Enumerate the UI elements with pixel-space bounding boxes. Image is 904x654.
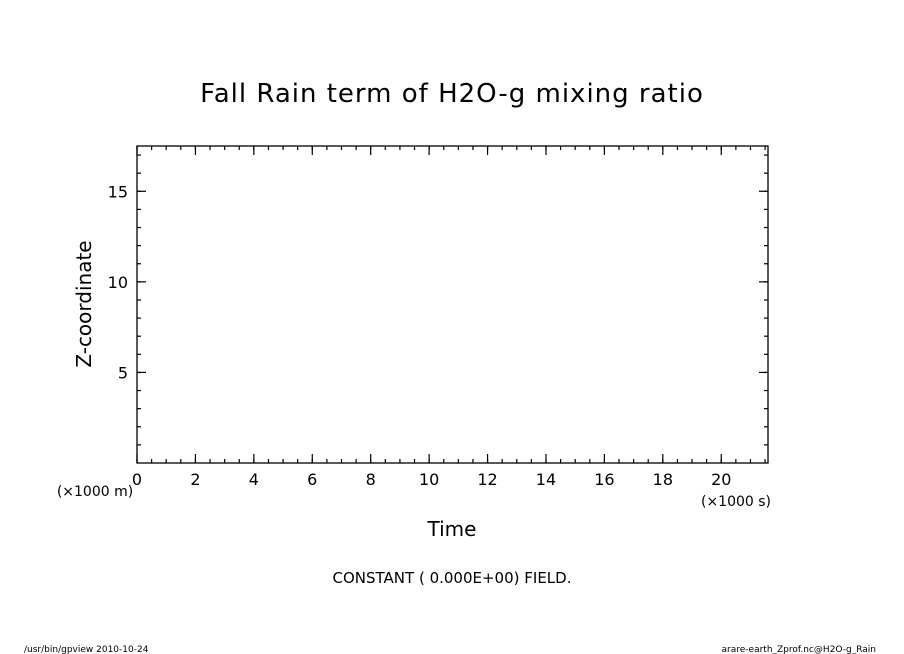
x-tick-labels: 0 2 4 6 8 10 12 14 16 18 20: [132, 470, 732, 489]
x-tick-label: 20: [711, 470, 731, 489]
constant-field-annotation: CONSTANT ( 0.000E+00) FIELD.: [333, 569, 572, 587]
footer-left: /usr/bin/gpview 2010-10-24: [24, 645, 149, 654]
y-tick-label: 10: [108, 273, 128, 292]
plot-frame: [136, 145, 769, 464]
x-axis-label: Time: [427, 517, 477, 541]
x-tick-label: 14: [536, 470, 556, 489]
y-axis-label: Z-coordinate: [72, 240, 96, 367]
x-tick-label: 4: [249, 470, 259, 489]
y-tick-label: 15: [108, 182, 128, 201]
axis-ticks: [136, 146, 768, 463]
y-tick-label: 5: [118, 363, 128, 382]
x-tick-label: 16: [594, 470, 614, 489]
y-axis-unit: (×1000 m): [57, 484, 133, 500]
y-tick-labels: 5 10 15: [108, 182, 128, 382]
footer-right: arare-earth_Zprof.nc@H2O-g_Rain: [722, 645, 876, 654]
chart-title: Fall Rain term of H2O-g mixing ratio: [200, 79, 704, 109]
x-tick-label: 2: [190, 470, 200, 489]
x-tick-label: 8: [366, 470, 376, 489]
x-tick-label: 6: [307, 470, 317, 489]
x-tick-label: 0: [132, 470, 142, 489]
x-tick-label: 10: [419, 470, 439, 489]
x-tick-label: 18: [653, 470, 673, 489]
x-axis-unit: (×1000 s): [701, 494, 771, 510]
x-tick-label: 12: [477, 470, 497, 489]
